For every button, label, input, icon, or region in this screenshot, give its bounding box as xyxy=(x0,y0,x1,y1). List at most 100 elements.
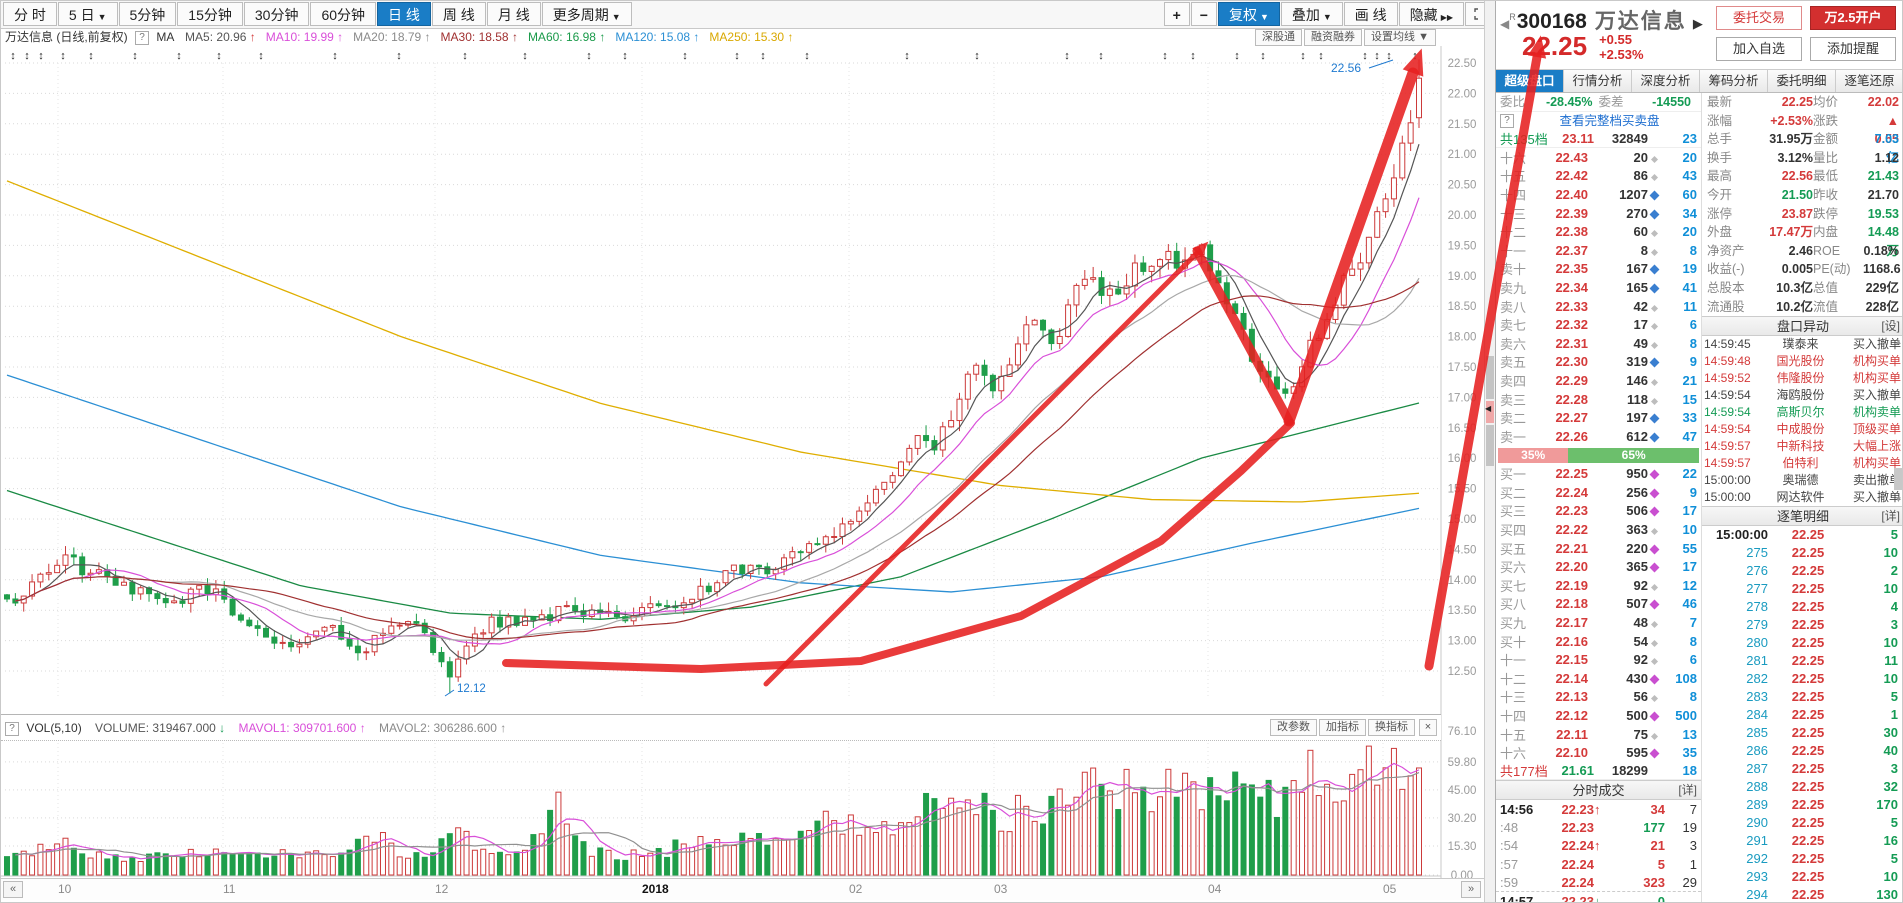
tick-detail-row: 279 22.25 3 xyxy=(1702,616,1902,634)
settings-link[interactable]: [设] xyxy=(1881,319,1900,334)
detail-link[interactable]: [详] xyxy=(1678,783,1697,797)
alert-row[interactable]: 14:59:52 伟隆股份 机构买单 xyxy=(1702,370,1902,387)
indicator-button[interactable]: 加指标 xyxy=(1319,719,1366,736)
alert-row[interactable]: 15:00:00 奥瑞德 卖出撤单 xyxy=(1702,472,1902,489)
chart-overlay-button[interactable]: 深股通 xyxy=(1255,29,1303,46)
orderbook-sell-row[interactable]: 卖九 22.34 165 41 xyxy=(1496,278,1701,297)
scrollbar-thumb[interactable] xyxy=(1486,356,1494,399)
tab-行情分析[interactable]: 行情分析 xyxy=(1564,70,1632,92)
orderbook-buy-row[interactable]: 买一 22.25 950 22 xyxy=(1496,465,1701,484)
view-full-orderbook-link[interactable]: ? 查看完整档买卖盘 xyxy=(1496,112,1701,130)
help-icon[interactable]: ? xyxy=(5,722,19,736)
orderbook-buy-row[interactable]: 十三 22.13 56 8 xyxy=(1496,688,1701,707)
alert-row[interactable]: 14:59:54 海鸥股份 买入撤单 xyxy=(1702,387,1902,404)
orderbook-sell-row[interactable]: 十六 22.43 20 20 xyxy=(1496,148,1701,167)
orderbook-sell-row[interactable]: 十四 22.40 1207 60 xyxy=(1496,185,1701,204)
scroll-right-button[interactable]: » xyxy=(1461,881,1481,898)
next-stock-icon[interactable]: ▶ xyxy=(1692,16,1703,31)
svg-text:↕: ↕ xyxy=(176,50,182,62)
period-button[interactable]: 5分钟 xyxy=(118,2,177,26)
orderbook-buy-row[interactable]: 十二 22.14 430 108 xyxy=(1496,669,1701,688)
orderbook-sell-row[interactable]: 十五 22.42 86 43 xyxy=(1496,167,1701,186)
chart-tool-button[interactable]: 画 线 xyxy=(1343,2,1398,26)
orderbook-buy-row[interactable]: 十六 22.10 595 35 xyxy=(1496,743,1701,762)
tab-超级盘口[interactable]: 超级盘口 xyxy=(1496,70,1564,92)
chart-overlay-button[interactable]: 设置均线 ▼ xyxy=(1364,29,1436,46)
orderbook-sell-row[interactable]: 卖八 22.33 42 11 xyxy=(1496,297,1701,316)
scroll-down-icon[interactable]: ▼ xyxy=(1894,495,1903,505)
close-indicator-icon[interactable]: × xyxy=(1419,719,1437,736)
period-button[interactable]: 周 线 xyxy=(431,2,486,26)
panel-action-button[interactable]: 委托交易 xyxy=(1716,6,1802,30)
orderbook-buy-row[interactable]: 十四 22.12 500 500 xyxy=(1496,706,1701,725)
detail-link[interactable]: [详] xyxy=(1881,509,1900,524)
scroll-left-button[interactable]: « xyxy=(3,881,23,898)
period-button[interactable]: 30分钟 xyxy=(243,2,310,26)
orderbook-buy-row[interactable]: 买二 22.24 256 9 xyxy=(1496,483,1701,502)
orderbook-sell-row[interactable]: 卖六 22.31 49 8 xyxy=(1496,334,1701,353)
alerts-scrollbar[interactable]: ▲ ▼ xyxy=(1893,337,1903,505)
scrollbar-thumb[interactable] xyxy=(1894,468,1902,491)
level-count: 8 xyxy=(1689,242,1697,258)
orderbook-sell-row[interactable]: 卖七 22.32 17 6 xyxy=(1496,315,1701,334)
alert-row[interactable]: 14:59:48 国光股份 机构买单 xyxy=(1702,353,1902,370)
alert-row[interactable]: 14:59:54 高斯贝尔 机构卖单 xyxy=(1702,404,1902,421)
zoom-in-button[interactable]: + xyxy=(1163,2,1190,26)
period-button[interactable]: 日 线 xyxy=(377,2,431,26)
alert-row[interactable]: 14:59:57 中新科技 大幅上涨 xyxy=(1702,438,1902,455)
panel-action-button[interactable]: 添加提醒 xyxy=(1810,37,1896,61)
orderbook-sell-row[interactable]: 十三 22.39 270 34 xyxy=(1496,204,1701,223)
period-button[interactable]: 15分钟 xyxy=(177,2,243,26)
orderbook-sell-row[interactable]: 卖二 22.27 197 33 xyxy=(1496,408,1701,427)
panel-action-button[interactable]: 加入自选 xyxy=(1716,37,1802,61)
alert-row[interactable]: 14:59:57 伯特利 机构买单 xyxy=(1702,455,1902,472)
chart-overlay-button[interactable]: 融资融券 xyxy=(1304,29,1363,46)
orderbook-sell-row[interactable]: 卖四 22.29 146 21 xyxy=(1496,371,1701,390)
help-icon[interactable]: ? xyxy=(1500,114,1514,128)
svg-text:↕: ↕ xyxy=(1234,50,1240,62)
tab-逐笔还原[interactable]: 逐笔还原 xyxy=(1836,70,1902,92)
orderbook-sell-row[interactable]: 十二 22.38 60 20 xyxy=(1496,222,1701,241)
tab-深度分析[interactable]: 深度分析 xyxy=(1632,70,1700,92)
orderbook-buy-row[interactable]: 买十 22.16 54 8 xyxy=(1496,632,1701,651)
orderbook-sell-row[interactable]: 十一 22.37 8 8 xyxy=(1496,241,1701,260)
chart-tool-button[interactable]: 叠加 ▼ xyxy=(1280,2,1343,26)
scroll-up-icon[interactable]: ▲ xyxy=(1894,337,1903,347)
orderbook-sell-row[interactable]: 卖三 22.28 118 15 xyxy=(1496,390,1701,409)
orderbook-buy-row[interactable]: 买四 22.22 363 10 xyxy=(1496,520,1701,539)
diamond-icon xyxy=(1648,410,1661,425)
period-button[interactable]: 月 线 xyxy=(486,2,541,26)
orderbook-sell-row[interactable]: 卖十 22.35 167 19 xyxy=(1496,260,1701,279)
indicator-button[interactable]: 换指标 xyxy=(1368,719,1415,736)
orderbook-buy-row[interactable]: 十五 22.11 75 13 xyxy=(1496,725,1701,744)
chart-tool-button[interactable]: 复权 ▼ xyxy=(1217,2,1280,26)
indicator-button[interactable]: 改参数 xyxy=(1270,719,1317,736)
period-button[interactable]: 分 时 xyxy=(3,2,57,26)
chart-tool-button[interactable]: 隐藏 ▶▶ xyxy=(1398,2,1464,26)
orderbook-sell-row[interactable]: 卖五 22.30 319 9 xyxy=(1496,353,1701,372)
orderbook-sell-row[interactable]: 卖一 22.26 612 47 xyxy=(1496,427,1701,446)
alert-row[interactable]: 14:59:54 中成股份 顶级买单 xyxy=(1702,421,1902,438)
tab-筹码分析[interactable]: 筹码分析 xyxy=(1700,70,1768,92)
period-button[interactable]: 5 日 ▼ xyxy=(57,2,118,26)
alert-row[interactable]: 14:59:45 璞泰来 买入撤单 xyxy=(1702,336,1902,353)
orderbook-buy-row[interactable]: 买七 22.19 92 12 xyxy=(1496,576,1701,595)
main-chart-canvas[interactable]: 22.50 22.00 21.50 21.00 20.50 20.00 19.50 19.00… xyxy=(1,46,1484,878)
open-account-button[interactable]: 万2.5开户 xyxy=(1810,6,1896,30)
orderbook-buy-row[interactable]: 买五 22.21 220 55 xyxy=(1496,539,1701,558)
orderbook-buy-row[interactable]: 买九 22.17 48 7 xyxy=(1496,613,1701,632)
alert-row[interactable]: 15:00:00 网达软件 买入撤单 xyxy=(1702,489,1902,506)
scrollbar-thumb[interactable] xyxy=(1486,425,1494,466)
orderbook-buy-row[interactable]: 十一 22.15 92 6 xyxy=(1496,650,1701,669)
ma-value: MA20: 18.79 ↑ xyxy=(353,30,431,44)
orderbook-buy-row[interactable]: 买八 22.18 507 46 xyxy=(1496,595,1701,614)
period-button[interactable]: 更多周期 ▼ xyxy=(541,2,632,26)
tab-委托明细[interactable]: 委托明细 xyxy=(1768,70,1836,92)
orderbook-buy-row[interactable]: 买六 22.20 365 17 xyxy=(1496,557,1701,576)
period-button[interactable]: 60分钟 xyxy=(310,2,377,26)
help-icon[interactable]: ? xyxy=(135,31,150,45)
zoom-out-button[interactable]: − xyxy=(1190,2,1217,26)
orderbook-buy-row[interactable]: 买三 22.23 506 17 xyxy=(1496,502,1701,521)
tick-detail-row: 294 22.25 130 xyxy=(1702,886,1902,902)
panel-divider-scrollbar[interactable]: ◀ xyxy=(1484,1,1496,902)
